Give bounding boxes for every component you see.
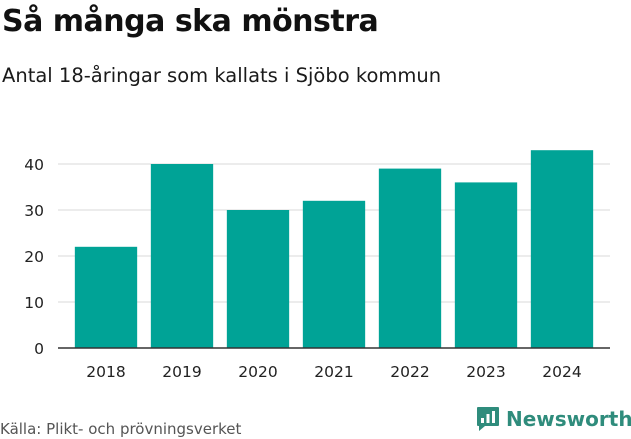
source-note: Källa: Plikt- och prövningsverket [0, 420, 242, 438]
x-tick-label: 2018 [86, 363, 125, 381]
chart-subtitle: Antal 18-åringar som kallats i Sjöbo kom… [2, 64, 442, 87]
bar-2019 [150, 164, 214, 348]
bar-2020 [226, 210, 290, 348]
brand-logo: Newsworthy [476, 406, 631, 432]
x-tick-label: 2020 [238, 363, 277, 381]
x-tick-label: 2022 [390, 363, 429, 381]
y-tick-label: 0 [34, 340, 44, 358]
y-tick-label: 40 [24, 156, 44, 174]
chart-title: Så många ska mönstra [2, 4, 379, 39]
axes: 0 10 20 30 40 2018 2019 2020 2021 2022 2023 2024 [24, 156, 610, 381]
bars [74, 150, 594, 348]
x-tick-label: 2019 [162, 363, 201, 381]
x-tick-label: 2021 [314, 363, 353, 381]
bar-2021 [302, 200, 366, 348]
x-tick-label: 2024 [542, 363, 581, 381]
newsworthy-logo-icon [477, 407, 499, 431]
bar-chart: 0 10 20 30 40 2018 2019 2020 2021 2022 2023 2024 [24, 150, 610, 381]
y-tick-label: 10 [24, 294, 44, 312]
bar-2024 [530, 150, 594, 348]
bar-2018 [74, 246, 138, 348]
x-tick-label: 2023 [466, 363, 505, 381]
y-tick-label: 30 [24, 202, 44, 220]
brand-name: Newsworthy [506, 407, 631, 431]
y-tick-label: 20 [24, 248, 44, 266]
bar-2023 [454, 182, 518, 348]
bar-2022 [378, 168, 442, 348]
